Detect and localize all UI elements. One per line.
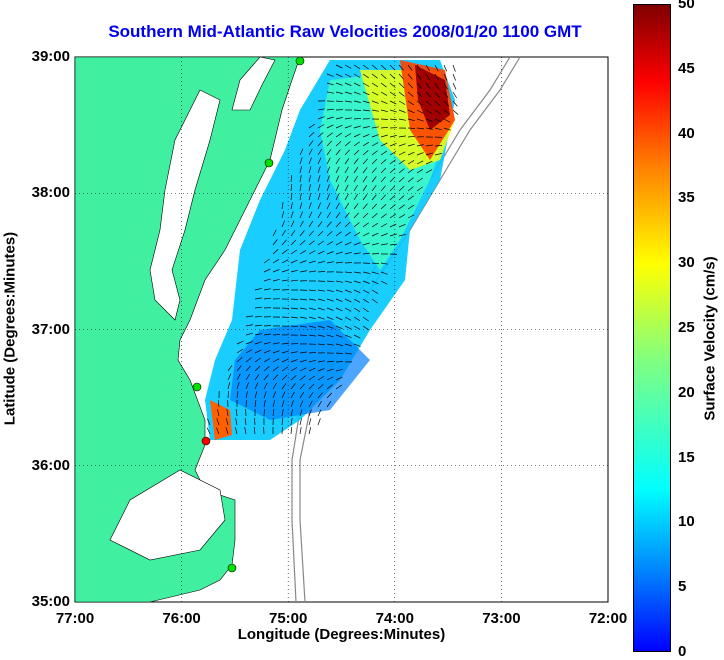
velocity-arrow: [264, 326, 271, 327]
colorbar-tick: 0: [678, 643, 686, 660]
x-tick-label: 74:00: [365, 610, 425, 627]
x-axis-label: Longitude (Degrees:Minutes): [75, 626, 608, 643]
velocity-arrow: [264, 409, 265, 416]
colorbar-label: Surface Velocity (cm/s): [702, 189, 719, 489]
colorbar-tick: 45: [678, 60, 695, 77]
radar-station-marker: [202, 437, 210, 445]
radar-station-marker: [228, 564, 236, 572]
y-tick-label: 35:00: [18, 593, 70, 610]
colorbar-tick: 5: [678, 578, 686, 595]
x-tick-label: 73:00: [471, 610, 531, 627]
velocity-arrow: [372, 254, 379, 255]
velocity-arrow: [255, 418, 256, 425]
y-axis-label: Latitude (Degrees:Minutes): [2, 179, 19, 479]
velocity-arrow: [282, 308, 289, 309]
x-tick-label: 77:00: [45, 610, 105, 627]
radar-station-marker: [296, 57, 304, 65]
colorbar-tick: 15: [678, 449, 695, 466]
y-tick-label: 37:00: [18, 321, 70, 338]
velocity-arrow: [435, 137, 442, 138]
x-tick-label: 75:00: [258, 610, 318, 627]
colorbar-tick: 20: [678, 384, 695, 401]
velocity-arrow: [282, 317, 289, 318]
x-tick-label: 76:00: [152, 610, 212, 627]
velocity-arrow: [381, 119, 388, 120]
y-tick-label: 38:00: [18, 184, 70, 201]
x-tick-label: 72:00: [578, 610, 638, 627]
velocity-arrow: [345, 263, 352, 264]
colorbar-tick: 30: [678, 254, 695, 271]
colorbar-tick: 35: [678, 189, 695, 206]
velocity-arrow: [246, 400, 247, 407]
y-tick-label: 36:00: [18, 457, 70, 474]
colorbar-tick: 10: [678, 513, 695, 530]
colorbar-tick: 50: [678, 0, 695, 12]
velocity-arrow: [336, 362, 343, 363]
colorbar-tick: 40: [678, 125, 695, 142]
velocity-arrow: [408, 128, 415, 129]
y-tick-label: 39:00: [18, 48, 70, 65]
velocity-arrow: [354, 110, 361, 111]
radar-station-marker: [265, 159, 273, 167]
velocity-arrow: [291, 344, 298, 345]
colorbar: [633, 4, 671, 652]
radar-station-marker: [193, 383, 201, 391]
colorbar-tick: 25: [678, 319, 695, 336]
